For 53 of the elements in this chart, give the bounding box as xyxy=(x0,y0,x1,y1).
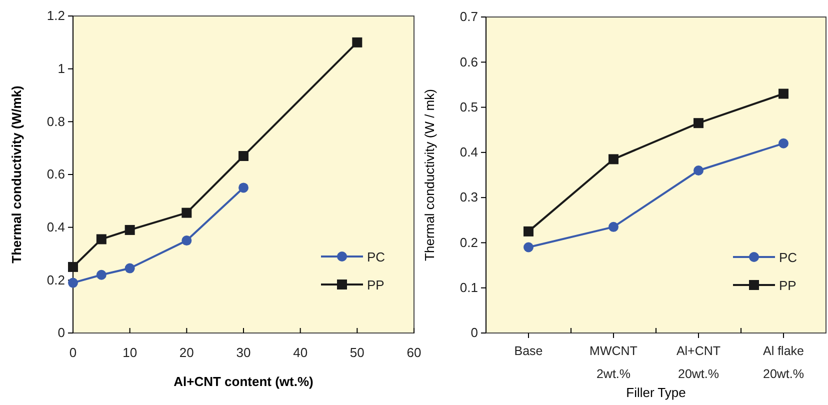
x-tick-label: Al flake 20wt.% xyxy=(763,344,804,381)
point xyxy=(238,182,248,193)
point xyxy=(524,242,534,252)
y-tick-label: 0.5 xyxy=(460,99,478,114)
y-tick-label: 0.8 xyxy=(46,114,65,129)
y-tick-label: 0.4 xyxy=(46,219,65,234)
point xyxy=(608,154,618,164)
point xyxy=(68,262,78,272)
point xyxy=(124,263,135,274)
point xyxy=(608,222,618,232)
y-tick-label: 1 xyxy=(58,60,65,76)
y-tick-label: 0.4 xyxy=(460,144,478,160)
point xyxy=(694,118,704,128)
legend-label: PP xyxy=(367,278,384,292)
y-tick-label: 0.2 xyxy=(46,272,65,288)
y-tick-label: 0.2 xyxy=(460,234,478,250)
x-axis-title: Filler Type xyxy=(626,385,686,400)
y-tick-label: 0.1 xyxy=(460,280,478,296)
point xyxy=(124,224,135,235)
point xyxy=(694,165,704,176)
y-tick-label: 0.7 xyxy=(460,9,478,24)
point xyxy=(182,208,192,218)
x-tick-label: 10 xyxy=(122,344,138,360)
y-tick-label: 1.2 xyxy=(46,8,65,24)
x-tick-label: 40 xyxy=(293,344,308,360)
y-tick-label: 0 xyxy=(470,325,478,340)
x-tick-label: 60 xyxy=(406,344,422,360)
x-tick-label: 30 xyxy=(236,344,251,360)
point xyxy=(352,37,362,48)
y-tick-label: 0 xyxy=(58,325,65,340)
y-axis-title: Thermal conductivity (W / mk) xyxy=(422,89,437,261)
legend-label: PP xyxy=(779,278,796,293)
y-tick-label: 0.6 xyxy=(46,166,65,182)
legend-label: PC xyxy=(367,250,386,264)
x-tick-label: 50 xyxy=(350,344,364,360)
point xyxy=(182,236,192,246)
point xyxy=(238,151,248,162)
point xyxy=(96,234,106,244)
point xyxy=(96,270,106,280)
y-tick-label: 0.6 xyxy=(460,54,478,70)
x-tick-label: Base xyxy=(514,344,543,358)
legend-label: PC xyxy=(779,250,798,265)
x-tick-label: Al+CNT 20wt.% xyxy=(676,344,721,381)
x-tick-label: MWCNT 2wt.% xyxy=(590,344,638,381)
x-tick-label: 20 xyxy=(179,344,194,360)
point xyxy=(778,88,788,99)
x-tick-label: 0 xyxy=(69,344,77,360)
point xyxy=(778,138,788,148)
point xyxy=(68,278,78,288)
point xyxy=(524,226,534,236)
y-axis-title: Thermal conductivity (W/mk) xyxy=(9,86,24,264)
x-axis-title: Al+CNT content (wt.%) xyxy=(174,374,314,389)
y-tick-label: 0.3 xyxy=(460,190,478,205)
